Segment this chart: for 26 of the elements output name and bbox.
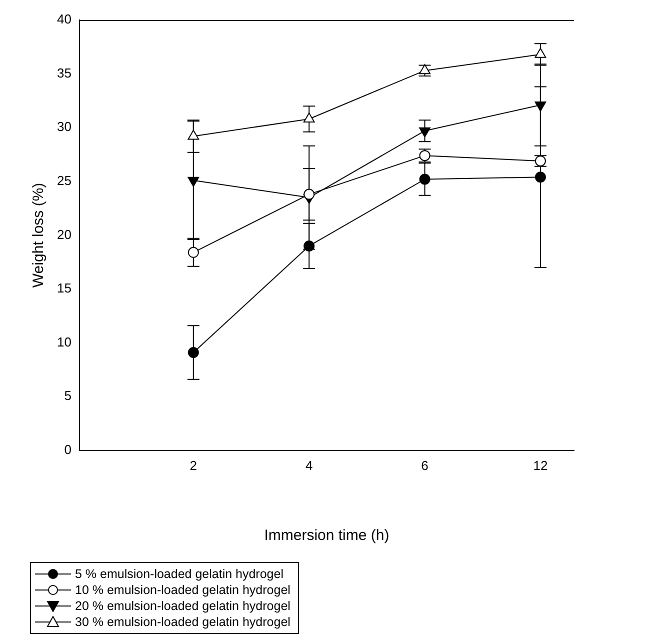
y-tick-label: 5 [64, 388, 72, 404]
point [534, 172, 546, 183]
point [188, 346, 199, 358]
legend-label: 20 % emulsion-loaded gelatin hydrogel [75, 598, 290, 614]
y-tick-label: 20 [56, 226, 72, 242]
y-tick-label: 30 [56, 119, 72, 134]
x-tick-label: 6 [421, 458, 428, 473]
x-tick-label: 2 [190, 458, 198, 473]
legend-label: 10 % emulsion-loaded gelatin hydrogel [75, 582, 290, 598]
y-tick-label: 15 [56, 280, 72, 296]
y-tick-label: 35 [56, 65, 72, 80]
y-axis-title: Weight loss (%) [30, 182, 48, 288]
y-tick-label: 25 [56, 172, 72, 188]
y-tick-label: 40 [56, 12, 72, 27]
point [304, 240, 315, 252]
legend-label: 30 % emulsion-loaded gelatin hydrogel [75, 614, 290, 630]
x-axis-title: Immersion time (h) [264, 527, 390, 544]
legend-label: 5 % emulsion-loaded gelatin hydrogel [75, 566, 284, 582]
y-tick-label: 0 [64, 442, 72, 457]
x-tick-label: 12 [533, 458, 548, 473]
point [534, 48, 546, 58]
x-tick-label: 4 [305, 458, 313, 473]
point [188, 130, 200, 140]
y-tick-label: 10 [56, 334, 72, 350]
point [303, 112, 315, 122]
point [419, 174, 430, 185]
